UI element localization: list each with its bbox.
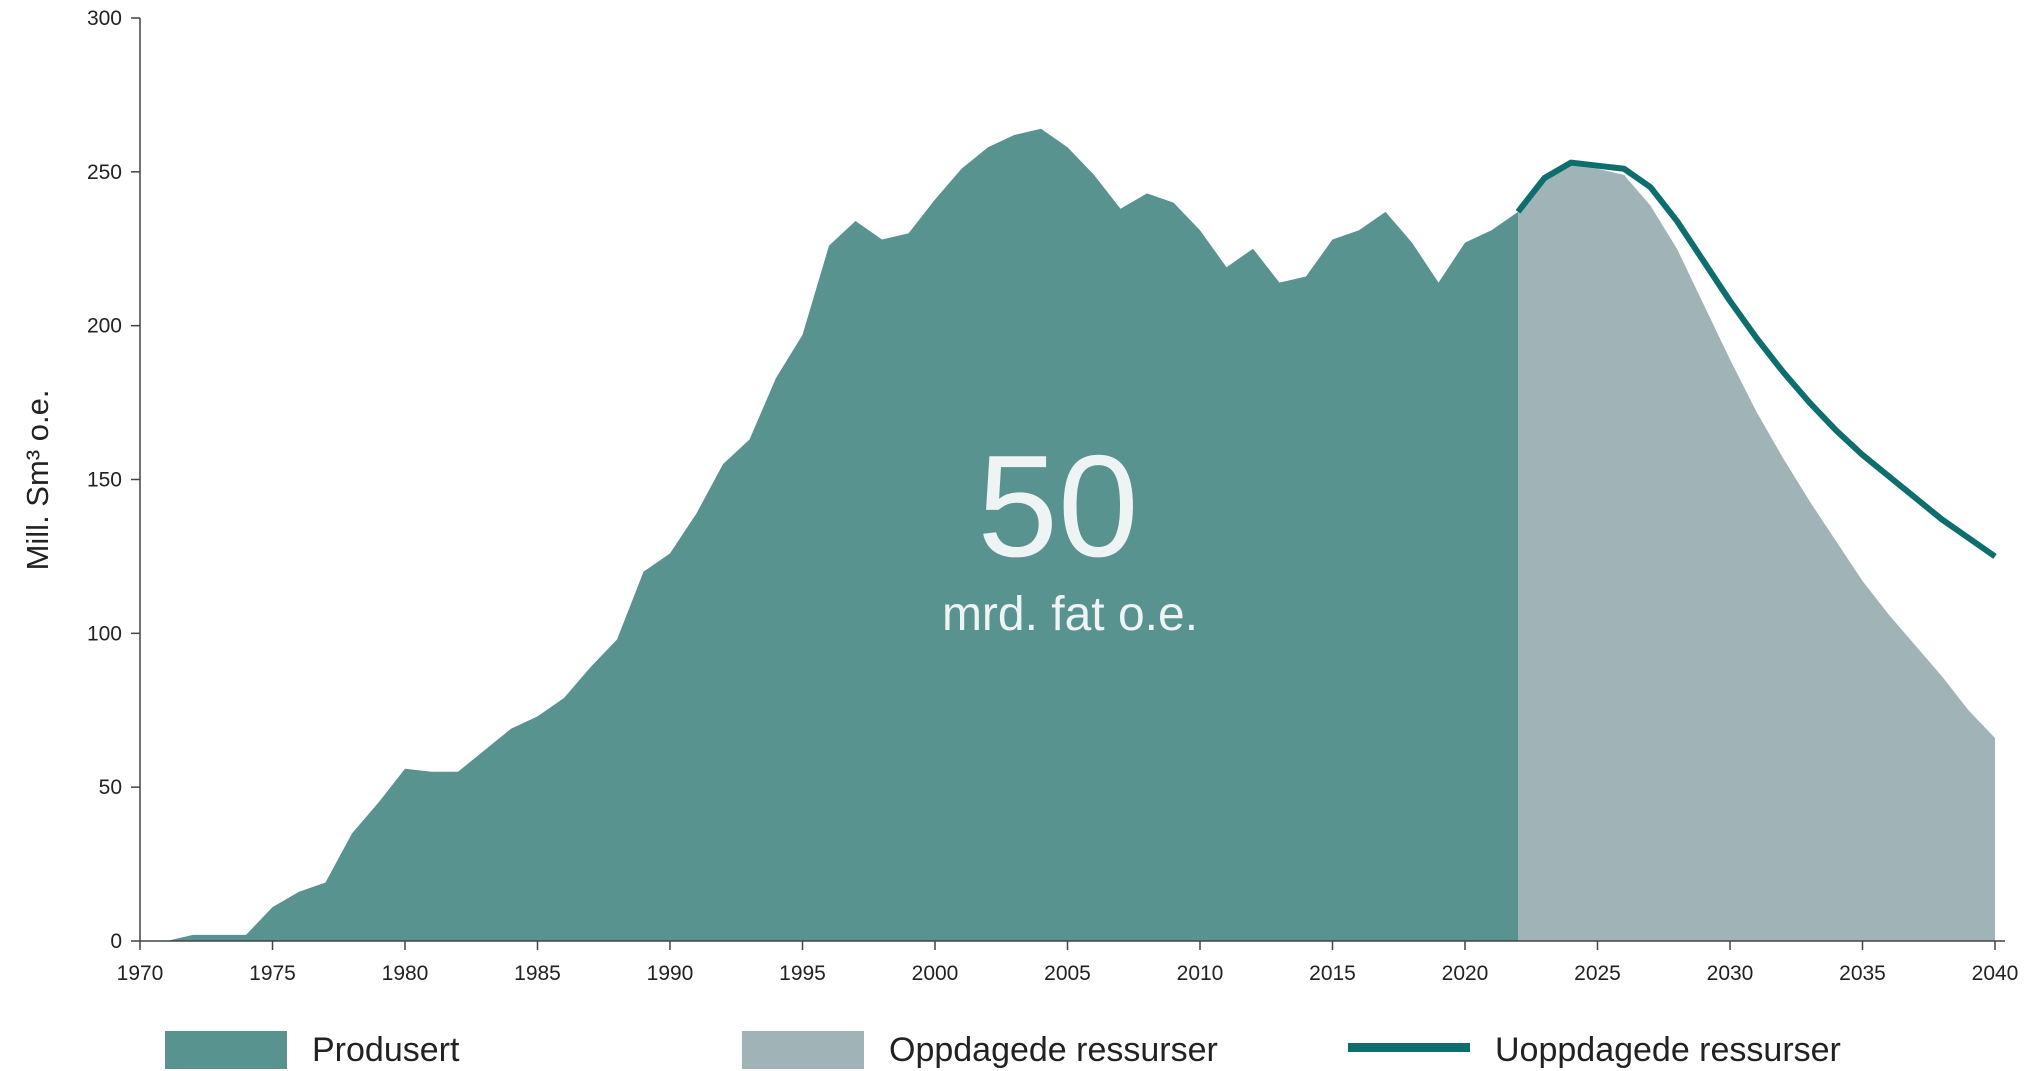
line xyxy=(1515,159,1997,559)
x-tick-label: 2010 xyxy=(1177,962,1224,985)
y-tick-label: 100 xyxy=(87,622,122,645)
x-tick-label: 2030 xyxy=(1707,962,1754,985)
y-tick-label: 0 xyxy=(110,930,122,953)
x-tick-label: 2040 xyxy=(1972,962,2019,985)
annotation-unit: mrd. fat o.e. xyxy=(942,588,1198,641)
annotation-value: 50 xyxy=(977,425,1138,587)
y-tick-label: 250 xyxy=(87,161,122,184)
y-axis-label: Mill. Sm³ o.e. xyxy=(20,390,55,571)
legend-label: Produsert xyxy=(312,1031,460,1069)
legend: Produsert Oppdagede ressurser Uoppdagede r… xyxy=(165,1031,1841,1069)
plot-area xyxy=(166,128,1997,941)
x-tick-label: 2020 xyxy=(1442,962,1489,985)
x-tick-label: 2005 xyxy=(1044,962,1091,985)
y-tick-label: 300 xyxy=(87,7,122,30)
legend-swatch xyxy=(742,1031,864,1069)
legend-swatch xyxy=(1348,1043,1470,1052)
x-tick-label: 1995 xyxy=(779,962,826,985)
x-tick-label: 1970 xyxy=(117,962,164,985)
x-tick-label: 2000 xyxy=(912,962,959,985)
area xyxy=(166,128,1518,941)
legend-label: Uoppdagede ressurser xyxy=(1495,1031,1841,1069)
x-tick-label: 2035 xyxy=(1839,962,1886,985)
x-tick-label: 1975 xyxy=(249,962,296,985)
y-tick-label: 50 xyxy=(99,776,122,799)
x-tick-label: 1985 xyxy=(514,962,561,985)
legend-label: Oppdagede ressurser xyxy=(889,1031,1218,1069)
area xyxy=(1518,165,1995,941)
x-tick-label: 1990 xyxy=(647,962,694,985)
x-tick-label: 2025 xyxy=(1574,962,1621,985)
legend-swatch xyxy=(165,1031,287,1069)
x-tick-label: 2015 xyxy=(1309,962,1356,985)
y-tick-label: 150 xyxy=(87,469,122,492)
x-tick-label: 1980 xyxy=(382,962,429,985)
y-tick-label: 200 xyxy=(87,315,122,338)
